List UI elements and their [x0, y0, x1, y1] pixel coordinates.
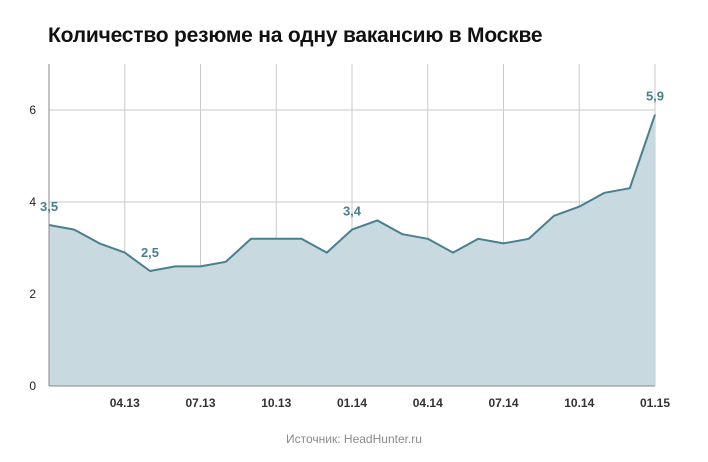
x-tick-label: 10.14	[564, 396, 594, 410]
x-tick-labels: 04.13 07.13 10.13 01.14 04.14 07.14 10.14 01.15	[110, 396, 671, 410]
chart-title: Количество резюме на одну вакансию в Мос…	[48, 24, 543, 47]
data-label: 3,4	[343, 204, 362, 219]
x-tick-label: 04.14	[413, 396, 443, 410]
data-label: 5,9	[646, 89, 664, 104]
x-tick-label: 07.13	[185, 396, 215, 410]
x-tick-label: 01.15	[640, 396, 670, 410]
series-line	[48, 114, 656, 272]
series-area	[49, 114, 655, 386]
y-tick-label: 2	[29, 287, 36, 301]
y-tick-label: 6	[29, 103, 36, 117]
axes	[48, 64, 655, 387]
data-label: 2,5	[141, 245, 159, 260]
data-label: 3,5	[40, 199, 58, 214]
data-labels: 3,5 2,5 3,4 5,9	[40, 89, 664, 260]
x-tick-label: 01.14	[337, 396, 367, 410]
source-note: Источник: HeadHunter.ru	[286, 432, 422, 446]
y-tick-label: 4	[29, 195, 36, 209]
y-tick-label: 0	[29, 379, 36, 393]
y-tick-labels: 0 2 4 6	[29, 103, 36, 393]
x-tick-label: 07.14	[488, 396, 518, 410]
x-tick-label: 04.13	[110, 396, 140, 410]
x-tick-label: 10.13	[261, 396, 291, 410]
